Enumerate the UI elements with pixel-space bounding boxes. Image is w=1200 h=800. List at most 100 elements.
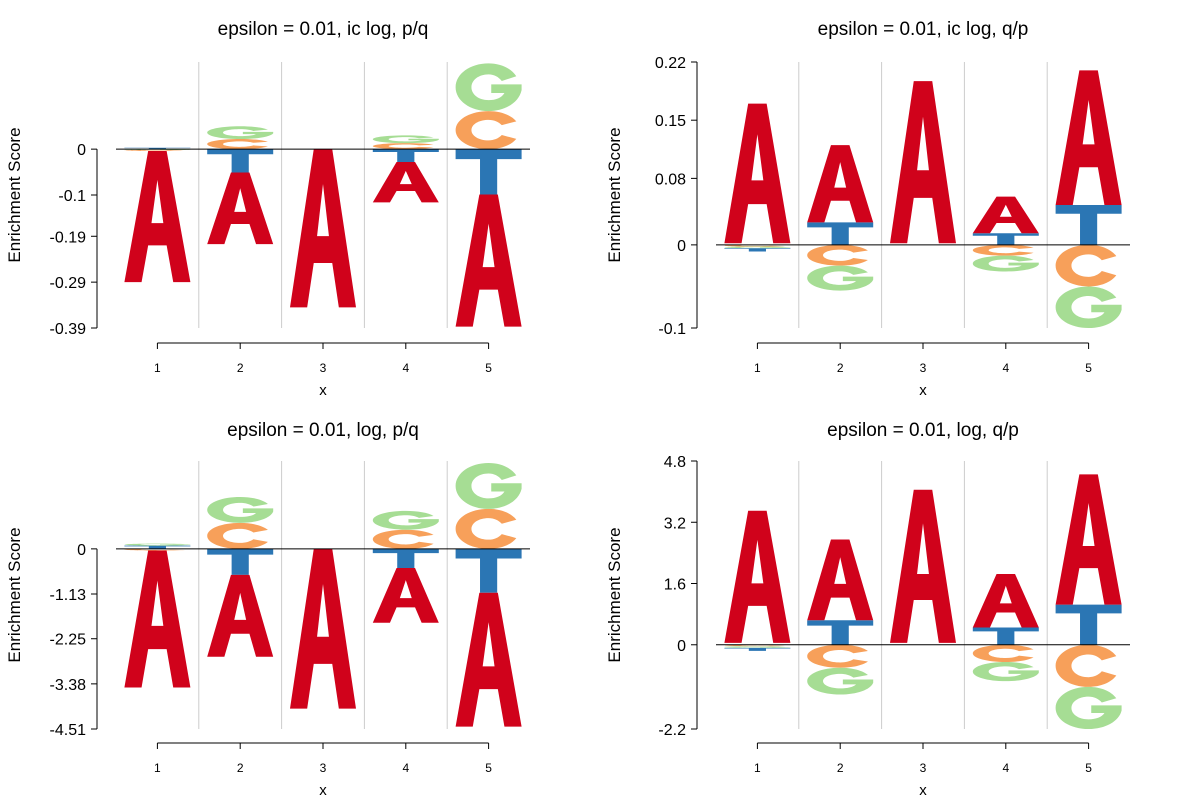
y-tick-label: -3.38 xyxy=(50,677,87,694)
y-tick-label: 0.22 xyxy=(655,55,686,72)
glyph-T-pos-1 xyxy=(724,647,791,651)
chart-title: epsilon = 0.01, log, q/p xyxy=(827,420,1019,441)
x-tick-label: 5 xyxy=(485,761,492,775)
glyph-G-pos-2 xyxy=(207,126,274,140)
glyph-T-pos-5 xyxy=(455,149,522,195)
glyph-C-pos-4 xyxy=(372,529,434,549)
x-tick-label: 3 xyxy=(920,761,927,775)
x-tick-label: 2 xyxy=(837,761,844,775)
glyph-G-pos-4 xyxy=(972,255,1039,272)
x-tick-label: 5 xyxy=(1085,361,1092,375)
glyph-T-pos-4 xyxy=(972,627,1039,645)
y-tick-label: 0 xyxy=(677,238,686,255)
x-axis-label: x xyxy=(919,382,927,399)
glyph-A-pos-2 xyxy=(207,574,274,657)
glyph-G-pos-2 xyxy=(207,496,274,523)
glyph-A-pos-1 xyxy=(724,510,791,643)
logo-panel-3: epsilon = 0.01, log, p/q 0 -1.13 -2.25 -3.38… xyxy=(5,420,530,799)
x-tick-label: 2 xyxy=(237,761,244,775)
glyph-G-pos-1 xyxy=(724,246,791,249)
glyph-T-pos-5 xyxy=(455,548,522,593)
x-tick-label: 3 xyxy=(320,761,327,775)
x-tick-label: 1 xyxy=(154,361,161,375)
glyph-G-pos-5 xyxy=(455,462,522,509)
glyph-C-pos-4 xyxy=(372,143,434,150)
glyph-A-pos-3 xyxy=(290,149,356,308)
y-tick-label: -0.19 xyxy=(50,229,87,246)
x-tick-label: 4 xyxy=(1002,361,1009,375)
x-tick-label: 2 xyxy=(837,361,844,375)
glyph-C-pos-5 xyxy=(455,111,517,150)
glyph-G-pos-4 xyxy=(972,662,1039,682)
glyph-A-pos-4 xyxy=(372,161,439,203)
y-tick-label: -0.1 xyxy=(658,321,686,338)
glyph-A-pos-3 xyxy=(890,489,956,643)
glyph-T-pos-2 xyxy=(207,149,274,173)
glyph-T-pos-5 xyxy=(1055,204,1122,245)
glyph-A-pos-5 xyxy=(455,194,522,327)
y-axis-label: Enrichment Score xyxy=(605,127,624,262)
glyph-C-pos-1 xyxy=(124,150,186,151)
y-tick-label: 0.15 xyxy=(655,113,686,130)
x-tick-label: 2 xyxy=(237,361,244,375)
logo-panel-2: epsilon = 0.01, ic log, q/p 0.22 0.15 0.08 0… xyxy=(605,19,1130,399)
y-tick-label: 0 xyxy=(77,542,86,559)
glyph-A-pos-3 xyxy=(890,81,956,244)
glyph-C-pos-5 xyxy=(1055,644,1117,687)
x-tick-label: 1 xyxy=(754,361,761,375)
x-axis-label: x xyxy=(919,782,927,799)
glyph-C-pos-2 xyxy=(207,139,268,150)
glyph-G-pos-5 xyxy=(1055,286,1122,328)
glyph-C-pos-4 xyxy=(972,244,1034,256)
glyph-A-pos-4 xyxy=(372,568,439,623)
glyph-T-pos-1 xyxy=(124,147,191,150)
logo-panel-1: epsilon = 0.01, ic log, p/q 0 -0.1 -0.19 -0.… xyxy=(5,19,530,399)
y-tick-label: -2.2 xyxy=(658,722,686,739)
glyph-T-pos-5 xyxy=(1055,604,1122,645)
x-tick-label: 4 xyxy=(402,361,409,375)
glyph-G-pos-5 xyxy=(455,63,522,112)
glyph-C-pos-2 xyxy=(207,522,268,549)
x-tick-label: 1 xyxy=(754,761,761,775)
glyph-T-pos-2 xyxy=(807,222,874,245)
glyph-C-pos-2 xyxy=(807,244,868,266)
y-tick-label: -0.1 xyxy=(58,188,86,205)
glyph-T-pos-2 xyxy=(807,620,874,645)
x-tick-label: 5 xyxy=(485,361,492,375)
glyph-G-pos-1 xyxy=(724,646,791,648)
x-tick-label: 4 xyxy=(1002,761,1009,775)
glyph-C-pos-4 xyxy=(972,644,1034,662)
chart-title: epsilon = 0.01, ic log, q/p xyxy=(818,19,1029,40)
logo-panel-4: epsilon = 0.01, log, q/p 4.8 3.2 1.6 0 -2.2 En… xyxy=(605,420,1130,799)
glyph-G-pos-2 xyxy=(807,265,874,291)
y-tick-label: -0.39 xyxy=(50,321,87,338)
glyph-A-pos-1 xyxy=(724,103,791,244)
glyph-T-pos-2 xyxy=(207,548,274,575)
y-axis-label: Enrichment Score xyxy=(605,527,624,662)
x-tick-label: 1 xyxy=(154,761,161,775)
x-tick-label: 3 xyxy=(320,361,327,375)
y-tick-label: 0 xyxy=(677,638,686,655)
glyph-T-pos-4 xyxy=(372,548,439,569)
glyph-A-pos-2 xyxy=(807,539,874,621)
x-axis-label: x xyxy=(319,782,327,799)
glyph-A-pos-4 xyxy=(972,196,1039,234)
y-tick-label: -4.51 xyxy=(50,722,87,739)
glyph-A-pos-5 xyxy=(1055,474,1122,605)
glyph-A-pos-1 xyxy=(124,550,191,688)
glyph-T-pos-4 xyxy=(972,233,1039,245)
glyph-A-pos-3 xyxy=(290,548,356,709)
x-axis-label: x xyxy=(319,382,327,399)
glyph-G-pos-4 xyxy=(372,510,439,530)
glyph-A-pos-4 xyxy=(972,573,1039,628)
x-tick-label: 3 xyxy=(920,361,927,375)
glyph-A-pos-2 xyxy=(207,172,274,245)
y-tick-label: -2.25 xyxy=(50,632,87,649)
glyph-A-pos-5 xyxy=(1055,70,1122,205)
y-tick-label: 0.08 xyxy=(655,171,686,188)
glyph-G-pos-5 xyxy=(1055,686,1122,729)
y-tick-label: 0 xyxy=(77,142,86,159)
glyph-A-pos-1 xyxy=(124,150,191,283)
y-tick-label: 4.8 xyxy=(664,454,686,471)
